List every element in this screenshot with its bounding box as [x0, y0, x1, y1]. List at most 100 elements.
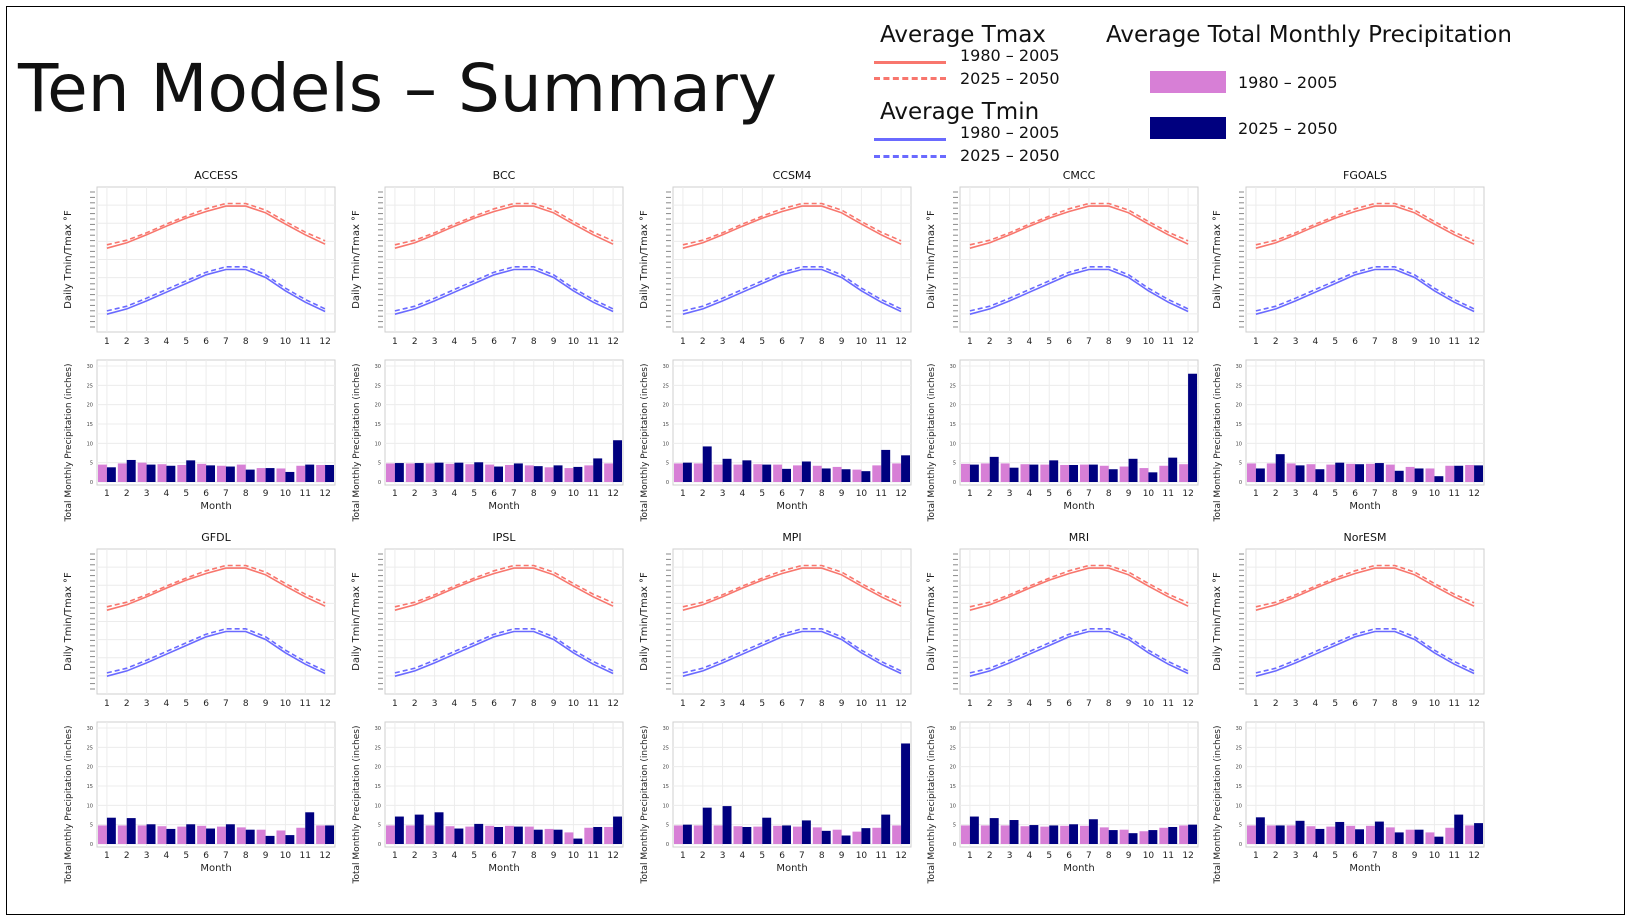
temp-xtick-label: 1 [392, 699, 398, 709]
temp-xtick-label: 11 [1163, 337, 1174, 347]
precip-future-bar-mpi [801, 820, 811, 844]
precip-future-bar-mpi [742, 826, 752, 844]
tmax-future-line-mpi [682, 564, 902, 608]
precip-xtick-label: 8 [531, 489, 537, 499]
precip-future-bar-gfdl [146, 824, 156, 844]
precip-hist-bar-access [97, 464, 107, 482]
precip-hist-bar-bcc [405, 463, 415, 482]
precip-future-bar-fgoals [1394, 470, 1404, 482]
precip-xtick-label: 5 [1332, 851, 1338, 861]
temp-xtick-label: 1 [1253, 337, 1259, 347]
precip-xtick-label: 1 [680, 851, 686, 861]
precip-future-bar-cmcc [1088, 464, 1098, 482]
precip-hist-bar-bcc [504, 464, 514, 482]
temp-xtick-label: 8 [243, 337, 249, 347]
legend-tmax-future-line [874, 77, 946, 80]
precip-hist-bar-access [236, 464, 246, 482]
precip-hist-bar-noresm [1405, 829, 1415, 844]
precip-future-bar-ccsm4 [901, 455, 911, 482]
precip-ytick-label: 5 [1239, 461, 1242, 467]
precip-xtick-label: 8 [1392, 851, 1398, 861]
precip-xtick-label: 9 [839, 489, 845, 499]
temp-ylabel: Daily Tmin/Tmax °F [63, 210, 74, 309]
precip-future-bar-gfdl [166, 828, 176, 844]
precip-xtick-label: 6 [1352, 851, 1358, 861]
temp-xtick-label: 11 [588, 337, 599, 347]
precip-hist-bar-cmcc [1060, 464, 1070, 482]
precip-hist-bar-gfdl [157, 826, 167, 844]
precip-hist-bar-fgoals [1445, 465, 1455, 482]
precip-hist-bar-mri [1119, 829, 1129, 844]
legend-tmin-hist-line [874, 138, 946, 141]
precip-future-bar-mpi [821, 830, 831, 844]
tmax-future-line-gfdl [106, 564, 326, 608]
temp-xtick-label: 7 [799, 337, 805, 347]
precip-hist-bar-access [117, 463, 127, 482]
precip-future-bar-noresm [1355, 829, 1365, 844]
precip-hist-bar-mpi [773, 825, 783, 844]
panel-title-ipsl: IPSL [493, 531, 517, 544]
precip-hist-bar-gfdl [216, 826, 226, 844]
precip-ytick-label: 20 [950, 765, 956, 771]
precip-xtick-label: 6 [203, 489, 209, 499]
precip-ytick-label: 0 [953, 842, 956, 848]
precip-xtick-label: 1 [392, 851, 398, 861]
precip-xtick-label: 10 [280, 851, 292, 861]
temp-xtick-label: 4 [740, 699, 746, 709]
precip-ytick-label: 15 [950, 784, 956, 790]
precip-xtick-label: 4 [1313, 489, 1319, 499]
precip-future-bar-noresm [1454, 814, 1464, 844]
precip-hist-bar-ccsm4 [792, 465, 802, 482]
precip-hist-bar-access [256, 468, 266, 482]
temp-xtick-label: 3 [720, 337, 726, 347]
precip-hist-bar-mpi [673, 825, 683, 844]
precip-future-bar-noresm [1295, 820, 1305, 844]
precip-ytick-label: 15 [1236, 784, 1242, 790]
precip-xtick-label: 5 [183, 489, 189, 499]
precip-future-bar-bcc [513, 463, 523, 482]
precip-future-bar-access [206, 465, 216, 482]
precip-hist-bar-ipsl [524, 826, 534, 844]
precip-future-bar-ccsm4 [722, 458, 732, 482]
precip-future-bar-mpi [841, 835, 851, 844]
precip-future-bar-ccsm4 [762, 464, 772, 482]
precip-hist-bar-ipsl [564, 832, 574, 844]
precip-xtick-label: 7 [511, 851, 517, 861]
temp-xtick-label: 5 [471, 337, 477, 347]
temp-xtick-label: 1 [680, 699, 686, 709]
precip-xtick-label: 7 [1086, 489, 1092, 499]
precip-ylabel: Total Monthly Precipitation (inches) [927, 364, 937, 523]
precip-xtick-label: 1 [104, 489, 110, 499]
precip-hist-bar-mpi [753, 826, 763, 844]
precip-hist-bar-fgoals [1266, 463, 1276, 482]
precip-xtick-label: 6 [1352, 489, 1358, 499]
precip-xtick-label: 4 [740, 851, 746, 861]
precip-xtick-label: 9 [1126, 489, 1132, 499]
temp-xtick-label: 10 [1429, 699, 1441, 709]
tmin-hist-line-mri [969, 630, 1189, 677]
precip-xtick-label: 6 [779, 489, 785, 499]
temp-xtick-label: 8 [1392, 337, 1398, 347]
temp-xtick-label: 8 [1106, 337, 1112, 347]
precip-hist-bar-fgoals [1306, 464, 1316, 482]
precip-ytick-label: 0 [666, 842, 669, 848]
precip-future-bar-noresm [1434, 836, 1444, 844]
precip-hist-bar-access [216, 465, 226, 482]
precip-future-bar-mri [1029, 825, 1039, 844]
precip-future-bar-access [106, 467, 116, 482]
precip-ytick-label: 10 [1236, 441, 1242, 447]
precip-xtick-label: 8 [819, 489, 825, 499]
temp-xtick-label: 3 [432, 337, 438, 347]
precip-panel-cmcc [959, 359, 1199, 486]
tmax-future-line-bcc [394, 202, 614, 246]
precip-ytick-label: 0 [666, 480, 669, 486]
precip-hist-bar-mri [1079, 825, 1089, 844]
temp-xtick-label: 12 [1182, 337, 1193, 347]
legend-precip-future-label: 2025 – 2050 [1238, 119, 1338, 138]
tmin-future-line-ipsl [394, 628, 614, 674]
temp-xtick-label: 12 [1182, 699, 1193, 709]
tmax-future-line-noresm [1255, 564, 1475, 608]
precip-ylabel: Total Monthly Precipitation (inches) [1213, 364, 1223, 523]
tmax-hist-line-cmcc [969, 205, 1189, 249]
precip-xtick-label: 4 [164, 489, 170, 499]
